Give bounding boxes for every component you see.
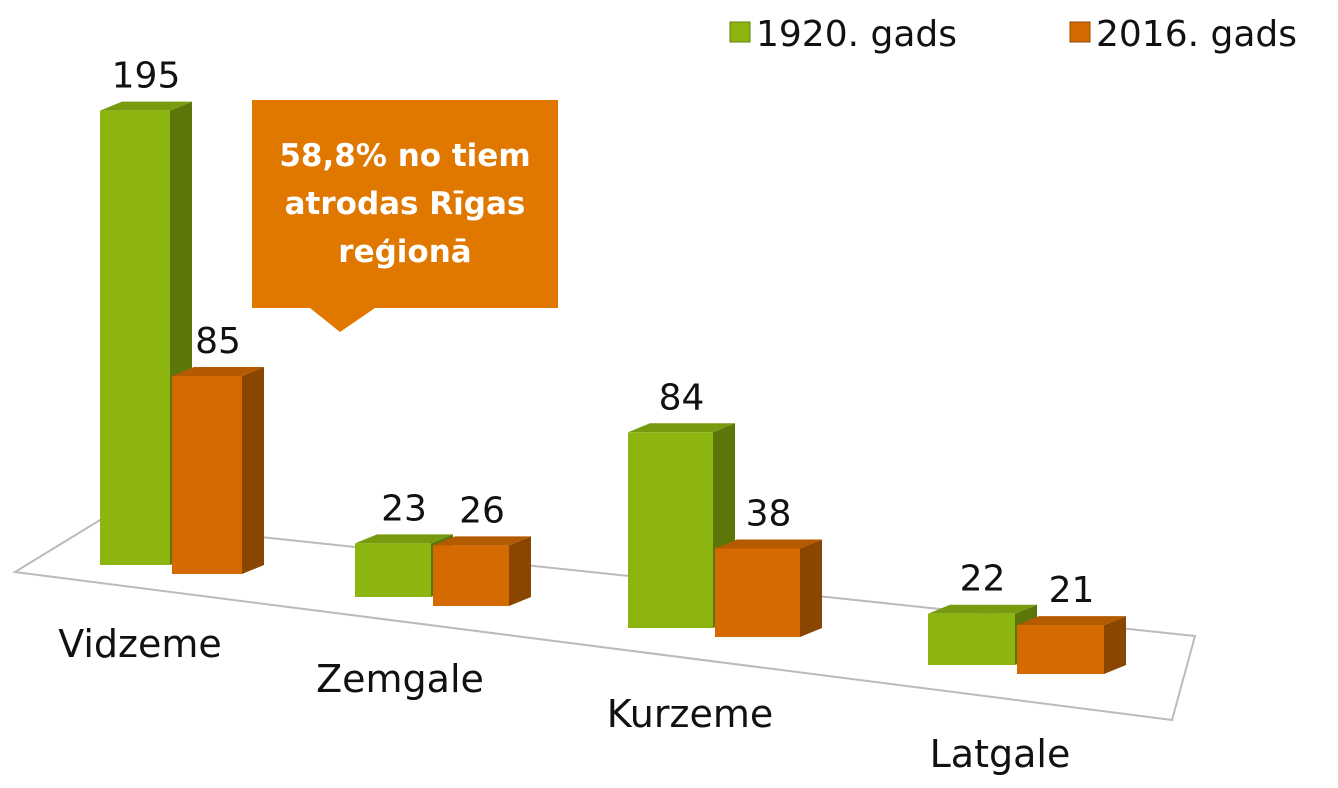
annotation: 58,8% no tiem atrodas Rīgas reģionā	[279, 138, 531, 270]
value-label: 23	[381, 488, 427, 529]
bar	[172, 366, 264, 574]
bar-side	[800, 539, 822, 637]
bar-top	[100, 101, 192, 111]
bar	[1017, 616, 1126, 674]
bar-top	[715, 539, 822, 549]
bar-top	[433, 536, 531, 546]
legend-label: 2016. gads	[1096, 14, 1297, 55]
x-tick-label: Vidzeme	[58, 622, 222, 666]
bar-top	[928, 604, 1037, 614]
bar-front	[715, 548, 800, 637]
x-tick-label: Zemgale	[316, 657, 484, 701]
value-label: 38	[746, 493, 792, 534]
legend-swatch	[729, 21, 751, 43]
x-tick-label: Latgale	[930, 732, 1071, 776]
bar-front	[100, 110, 170, 566]
value-label: 21	[1049, 570, 1095, 611]
callout-box	[252, 100, 558, 332]
value-label: 84	[659, 377, 705, 418]
bar-front	[928, 613, 1015, 665]
value-label: 26	[459, 490, 505, 531]
bar-top	[628, 423, 735, 433]
bar-side	[509, 536, 531, 606]
bar-top	[355, 534, 453, 544]
floor	[12, 518, 1197, 722]
bar-front	[355, 543, 431, 597]
bar-front	[1017, 625, 1104, 674]
x-tick-label: Kurzeme	[607, 692, 773, 736]
value-label: 195	[112, 56, 181, 97]
legend-label: 1920. gads	[756, 14, 957, 55]
bar-side	[1104, 616, 1126, 674]
bar-side	[242, 366, 264, 574]
value-label: 85	[195, 321, 241, 362]
bar	[433, 536, 531, 606]
bar	[628, 423, 735, 628]
bar-top	[172, 366, 264, 376]
bar-front	[433, 545, 509, 606]
legend-swatch	[1069, 21, 1091, 43]
bar-front	[628, 432, 713, 628]
value-label: 22	[960, 559, 1006, 600]
bar-top	[1017, 616, 1126, 626]
bar-front	[172, 375, 242, 574]
bar	[715, 539, 822, 637]
